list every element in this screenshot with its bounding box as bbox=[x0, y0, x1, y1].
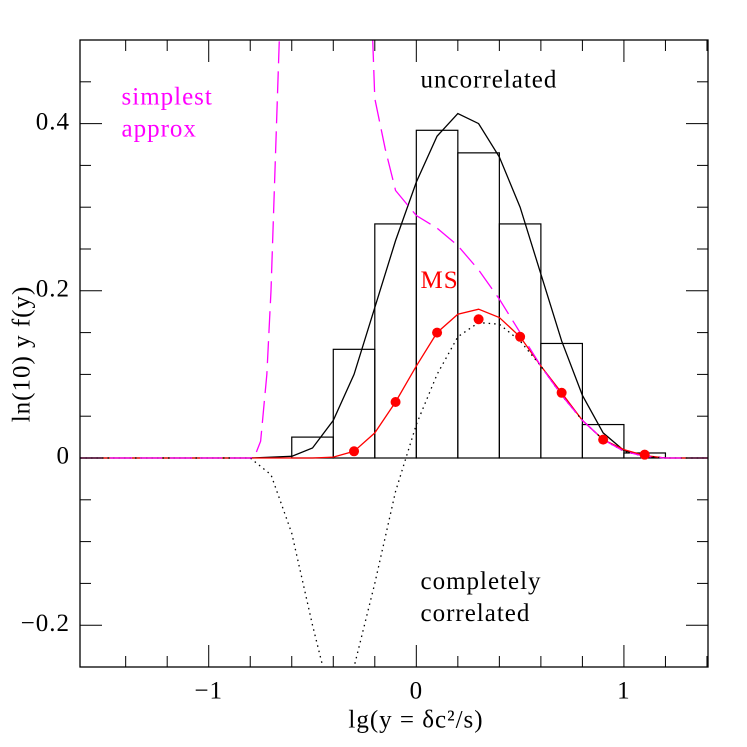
data-point bbox=[639, 449, 650, 460]
annotation: MS bbox=[420, 267, 458, 294]
data-point bbox=[515, 331, 526, 342]
x-tick-label: 0 bbox=[410, 678, 424, 705]
data-point bbox=[390, 396, 401, 407]
histogram-bar bbox=[457, 152, 500, 459]
x-axis-label: lg(y = δc²/s) bbox=[348, 707, 483, 734]
plot-area bbox=[80, 40, 708, 667]
histogram-bar bbox=[332, 348, 376, 459]
line-solid bbox=[80, 112, 708, 459]
annotation: simplest bbox=[122, 83, 213, 110]
histogram-bar bbox=[581, 423, 625, 459]
y-tick-label: 0.4 bbox=[36, 108, 70, 135]
data-point bbox=[432, 327, 443, 338]
plot-frame bbox=[79, 39, 709, 668]
y-tick-label: 0.2 bbox=[36, 276, 70, 303]
x-tick-label: −1 bbox=[194, 678, 223, 705]
data-point bbox=[556, 387, 567, 398]
line-dotted bbox=[80, 321, 708, 667]
line-solid bbox=[80, 308, 708, 459]
data-point bbox=[473, 314, 484, 325]
y-axis-label: ln(10) y f(y) bbox=[9, 286, 36, 423]
annotation: correlated bbox=[420, 600, 530, 627]
x-tick-label: 1 bbox=[617, 678, 631, 705]
annotation: uncorrelated bbox=[420, 67, 557, 94]
annotation: approx bbox=[122, 115, 197, 142]
y-tick-label: 0 bbox=[57, 443, 71, 470]
y-tick-label: −0.2 bbox=[21, 610, 70, 637]
data-point bbox=[349, 446, 360, 457]
annotation: completely bbox=[420, 568, 541, 595]
histogram-bar bbox=[540, 342, 583, 459]
histogram-bar bbox=[498, 223, 542, 459]
line-dashed bbox=[80, 40, 708, 459]
data-point bbox=[598, 434, 609, 445]
